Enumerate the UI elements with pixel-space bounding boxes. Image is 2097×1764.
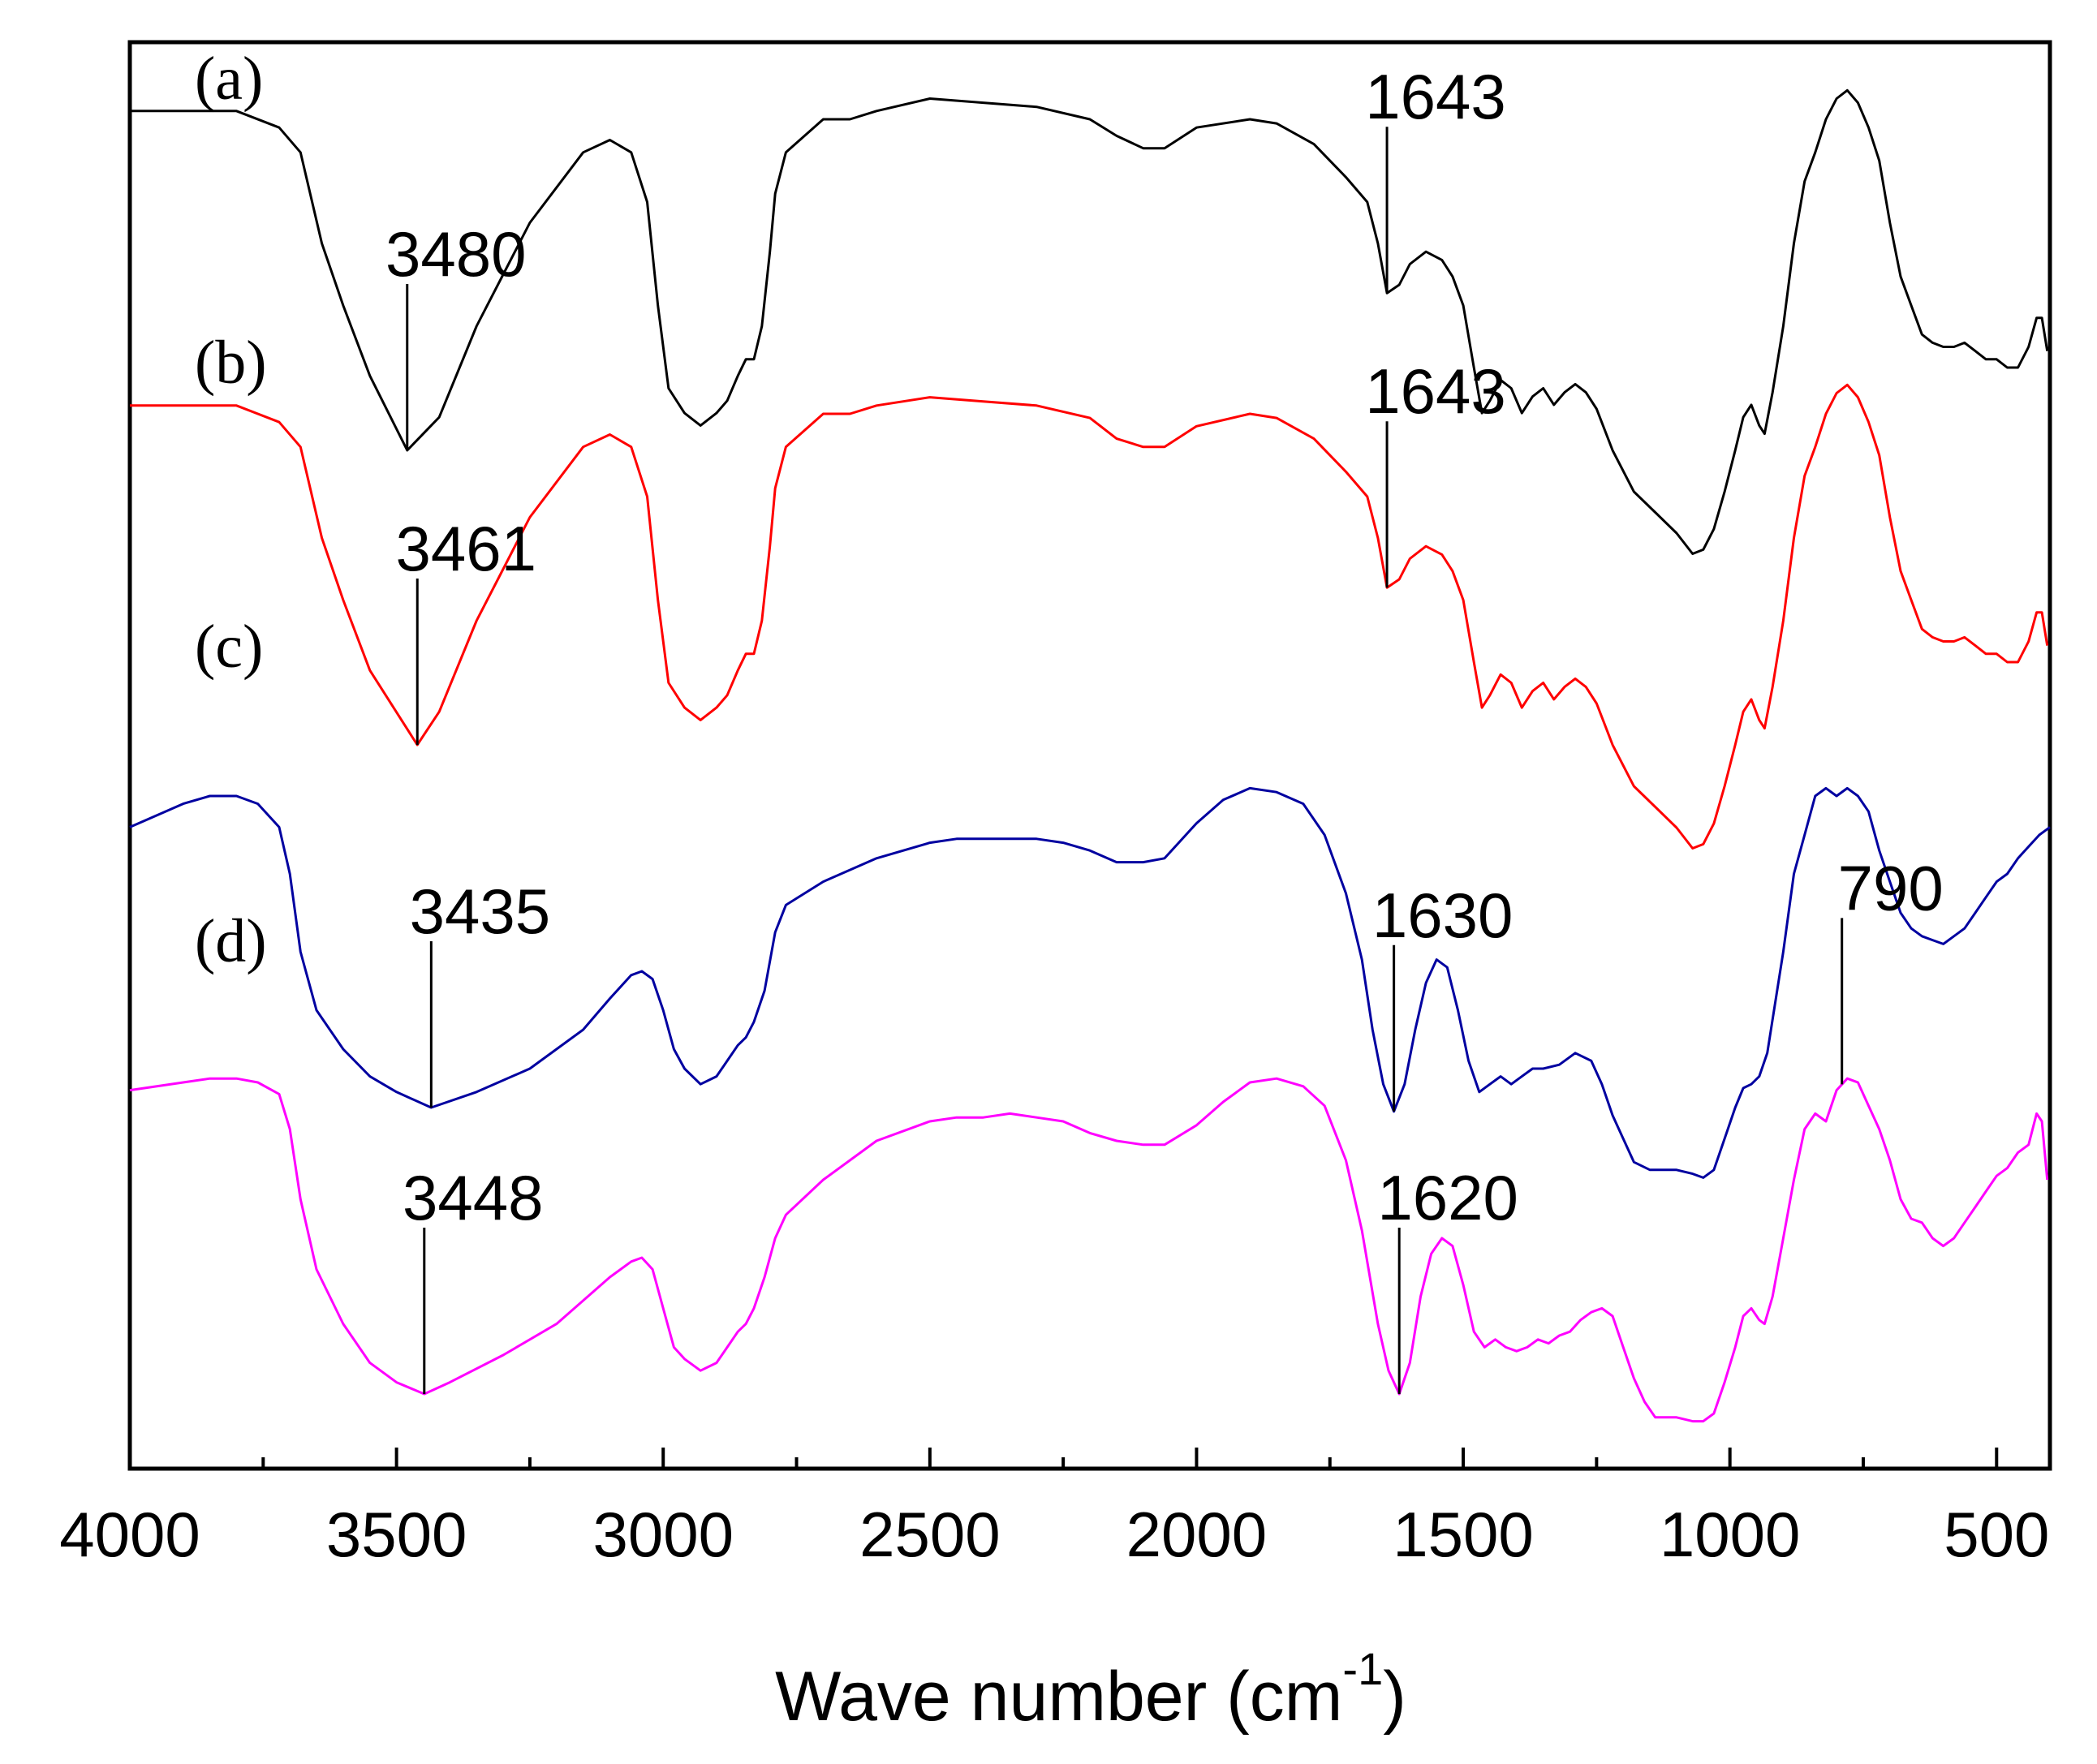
x-tick-label: 2500: [859, 1499, 1001, 1570]
x-tick-label: 1000: [1660, 1499, 1801, 1570]
curve-labels: (a) (b) (c) (d): [195, 45, 267, 975]
peak-label: 790: [1838, 852, 1944, 923]
curve-label: (c): [195, 613, 263, 681]
curve-label: (a): [195, 45, 263, 113]
curve-label: (d): [195, 907, 267, 975]
peak-label: 3435: [410, 876, 551, 947]
peak-label: 1620: [1377, 1162, 1518, 1233]
peak-label: 3448: [403, 1162, 544, 1233]
spectrum-line: [130, 88, 2049, 555]
x-axis-title: Wave number (cm-1): [775, 1643, 1406, 1736]
peak-annotations: 3480 1643 3461 1643 3435 1630 3448 1620 790: [385, 61, 1944, 1394]
x-tick-label: 1500: [1393, 1499, 1534, 1570]
x-tick-label: 3500: [326, 1499, 467, 1570]
peak-label: 3480: [385, 218, 527, 290]
spectra: [129, 88, 2051, 1423]
x-axis-title-superscript: -1: [1342, 1643, 1383, 1694]
peak-label: 3461: [395, 513, 536, 584]
plot-frame: [127, 40, 2052, 1471]
x-tick-label: 3000: [592, 1499, 734, 1570]
x-tick-label: 500: [1944, 1499, 2049, 1570]
curve-label: (b): [195, 329, 267, 397]
peak-label: 1630: [1372, 880, 1514, 951]
x-axis-title-close: ): [1383, 1658, 1406, 1736]
x-ticks: [128, 1448, 1999, 1469]
x-tick-label: 4000: [59, 1499, 200, 1570]
peak-label: 1643: [1365, 355, 1506, 427]
x-axis-title-main: Wave number (cm: [775, 1658, 1342, 1736]
spectrum-line: [129, 786, 2051, 1179]
peak-label: 1643: [1365, 61, 1506, 132]
x-tick-labels: 4000 3500 3000 2500 2000 1500 1000 500: [59, 1499, 2049, 1570]
x-tick-label: 2000: [1126, 1499, 1268, 1570]
spectrum-line: [130, 383, 2049, 850]
spectrum-line: [129, 1077, 2049, 1423]
